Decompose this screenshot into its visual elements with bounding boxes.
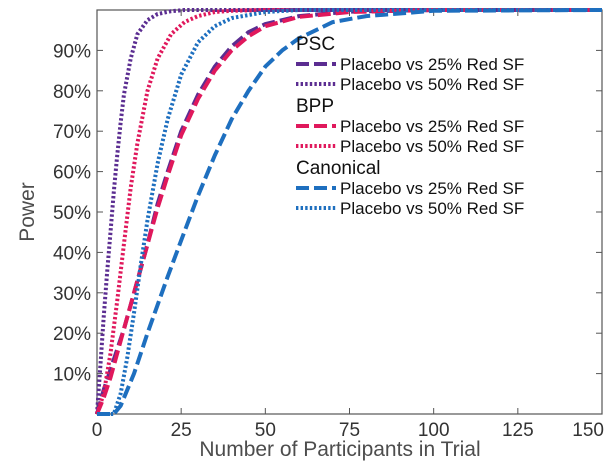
y-tick-label: 40% <box>53 243 91 264</box>
y-tick-label: 10% <box>53 365 91 386</box>
y-tick-label: 30% <box>53 284 91 305</box>
series-line-canonical-25 <box>97 8 603 416</box>
x-tick-label: 75 <box>339 420 360 441</box>
series-line-psc-50 <box>95 8 602 415</box>
x-axis-ticks: 0 25 50 75 100 125 150 <box>92 10 604 441</box>
legend-group-title: BPP <box>296 96 334 117</box>
x-tick-label: 100 <box>418 420 450 441</box>
x-tick-label: 150 <box>572 420 604 441</box>
y-axis-ticks: 10% 20% 30% 40% 50% 60% 70% 80% 90% <box>53 41 602 386</box>
x-tick-label: 25 <box>171 420 192 441</box>
y-tick-label: 80% <box>53 82 91 103</box>
legend-entry-label: Placebo vs 25% Red SF <box>340 117 524 136</box>
series-line-bpp-50 <box>95 8 602 415</box>
legend-entry-label: Placebo vs 50% Red SF <box>340 137 524 156</box>
x-tick-label: 50 <box>255 420 276 441</box>
y-tick-label: 50% <box>53 203 91 224</box>
y-tick-label: 70% <box>53 122 91 143</box>
x-tick-label: 0 <box>92 420 103 441</box>
y-tick-label: 90% <box>53 41 91 62</box>
legend-group-title: Canonical <box>296 158 381 179</box>
series-line-bpp-25 <box>95 8 602 415</box>
legend-entry-label: Placebo vs 25% Red SF <box>340 55 524 74</box>
series-lines <box>95 8 603 416</box>
legend-entry-label: Placebo vs 25% Red SF <box>340 179 524 198</box>
y-tick-label: 20% <box>53 324 91 345</box>
x-axis-title: Number of Participants in Trial <box>199 438 480 461</box>
y-tick-label: 60% <box>53 163 91 184</box>
legend-entry-label: Placebo vs 50% Red SF <box>340 75 524 94</box>
legend-group-title: PSC <box>296 34 335 55</box>
x-tick-label: 125 <box>502 420 534 441</box>
legend-entry-label: Placebo vs 50% Red SF <box>340 199 524 218</box>
y-axis-title: Power <box>16 182 39 242</box>
